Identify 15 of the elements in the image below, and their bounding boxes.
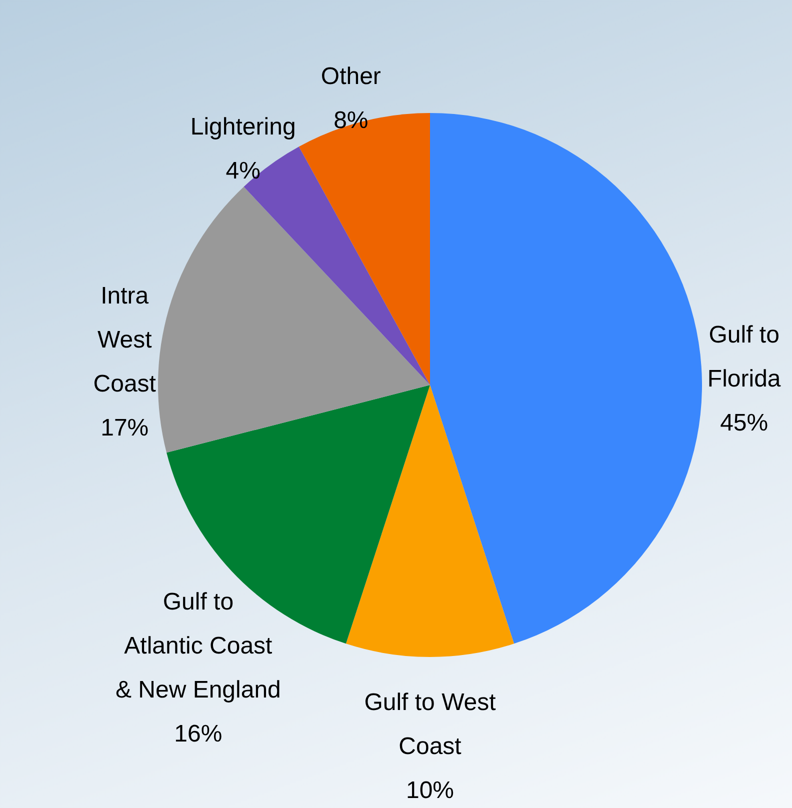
pie-slice: [298, 113, 430, 385]
data-label: 10%: [406, 777, 454, 804]
slice-label: Gulf to Florida: [707, 321, 782, 392]
data-label: 16%: [174, 720, 222, 748]
slice-label: Other: [320, 62, 381, 90]
slice-label: Gulf to West Coast: [364, 689, 496, 760]
data-label: 17%: [100, 414, 149, 442]
pie-slice: [346, 385, 514, 656]
pie-slice: [430, 113, 702, 644]
pie-slice: [158, 186, 430, 453]
slice-label: Lightering: [190, 114, 296, 141]
data-label: 45%: [720, 409, 768, 436]
data-label: 4%: [226, 158, 260, 185]
slice-label: Gulf to Atlantic Coast & New England: [115, 588, 281, 704]
slice-label: Intra West Coast: [93, 282, 156, 398]
